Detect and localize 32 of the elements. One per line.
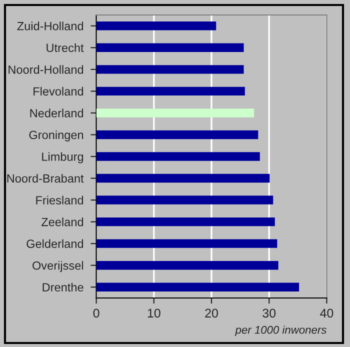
bar — [96, 239, 278, 248]
y-tick-label: Overijssel — [32, 261, 84, 272]
y-tick-label: Groningen — [29, 130, 84, 142]
x-tick-label: 20 — [205, 308, 218, 318]
bar — [96, 65, 244, 74]
x-tick-label: 40 — [320, 308, 334, 318]
bar — [96, 152, 260, 161]
bar — [96, 174, 270, 183]
y-tick-label: Flevoland — [34, 86, 84, 96]
y-tick-label: Limburg — [42, 152, 84, 164]
bar — [96, 282, 300, 292]
x-tick-label: 30 — [262, 308, 276, 318]
y-tick-label: Zeeland — [42, 218, 84, 226]
y-tick-label: Noord-Brabant — [7, 174, 84, 183]
bar — [96, 196, 274, 204]
y-tick-label: Friesland — [36, 196, 84, 204]
y-tick-label: Gelderland — [26, 239, 84, 248]
y-tick-label: Utrecht — [46, 43, 84, 52]
y-tick-label: Noord-Holland — [8, 65, 84, 74]
bar — [96, 217, 275, 226]
bar — [96, 260, 278, 270]
y-tick-label: Drenthe — [42, 282, 84, 292]
x-axis-title: per 1000 inwoners — [235, 326, 326, 336]
y-tick-label: Zuid-Holland — [17, 22, 84, 30]
x-tick-label: 10 — [148, 308, 160, 318]
x-tick-label: 0 — [93, 308, 100, 318]
bar — [96, 130, 258, 140]
bar — [96, 43, 244, 52]
y-tick-label: Nederland — [30, 108, 84, 118]
bar — [96, 86, 245, 96]
bar — [96, 108, 254, 118]
bar — [96, 22, 216, 30]
